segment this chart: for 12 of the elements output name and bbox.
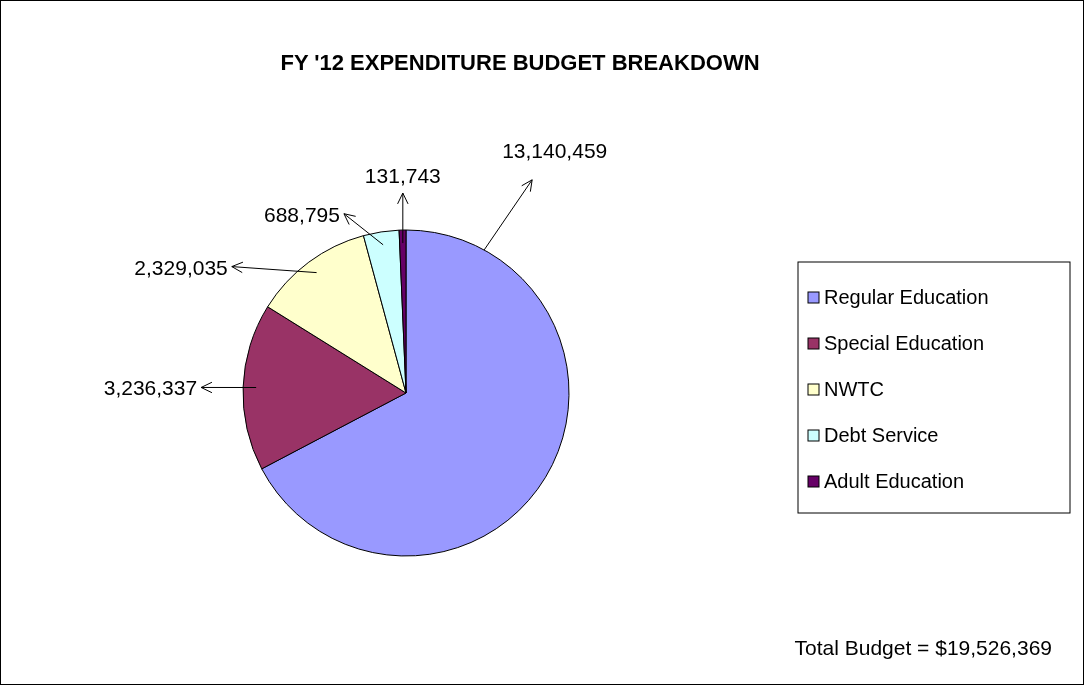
chart-title: FY '12 EXPENDITURE BUDGET BREAKDOWN bbox=[280, 50, 760, 75]
legend-label: Regular Education bbox=[824, 286, 989, 308]
data-label: 2,329,035 bbox=[134, 255, 228, 279]
legend-label: Special Education bbox=[824, 332, 985, 354]
data-label: 688,795 bbox=[264, 202, 340, 226]
data-label: 13,140,459 bbox=[502, 138, 608, 162]
legend-label: Adult Education bbox=[824, 470, 965, 492]
text: Total Budget = $19,526,369 bbox=[794, 636, 1052, 659]
legend-label: NWTC bbox=[824, 378, 884, 400]
legend-label: Debt Service bbox=[824, 424, 939, 446]
data-label: 131,743 bbox=[364, 164, 441, 188]
data-label: 3,236,337 bbox=[103, 376, 198, 400]
